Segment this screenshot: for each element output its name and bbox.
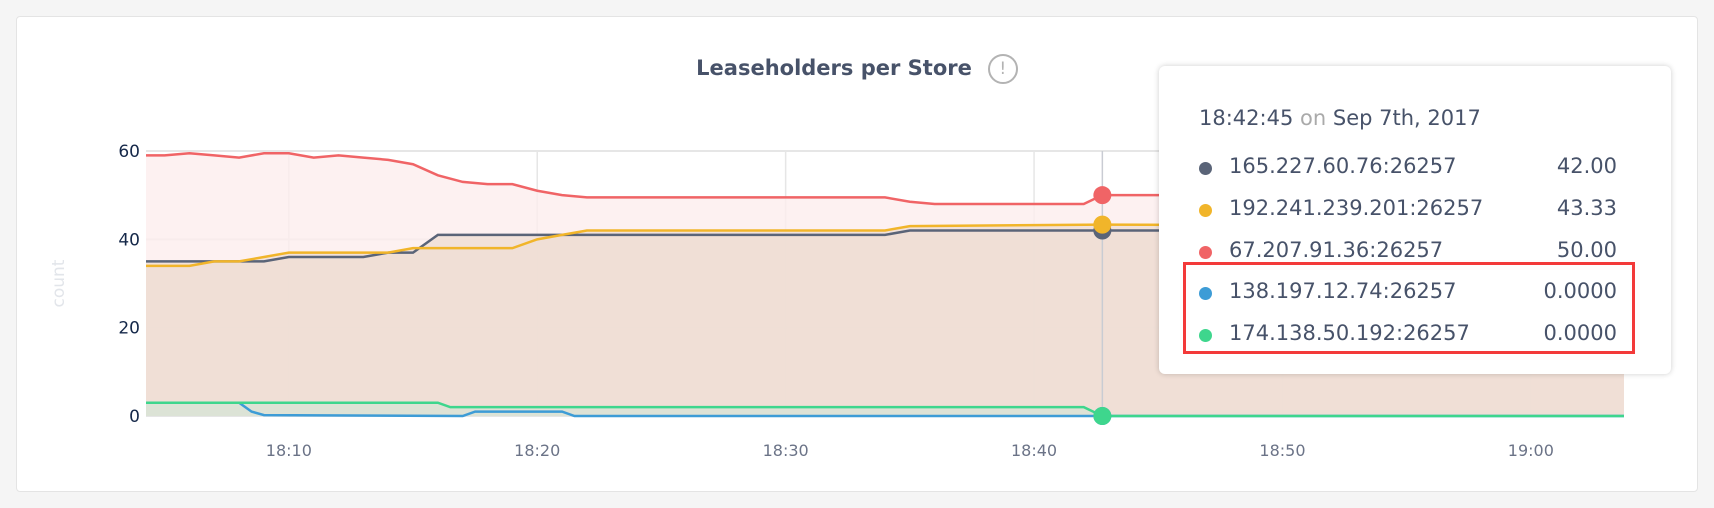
tooltip-series-name: 174.138.50.192:26257	[1229, 321, 1470, 345]
highlight-box	[1183, 262, 1635, 354]
tooltip-on: on	[1300, 106, 1327, 130]
tooltip-row: 138.197.12.74:26257 0.0000	[1199, 279, 1617, 309]
y-axis-label: count	[49, 259, 69, 307]
series-line	[146, 229, 1624, 263]
series-line	[146, 401, 1624, 418]
hover-point-marker	[1093, 407, 1112, 425]
x-tick-label: 18:30	[763, 441, 809, 460]
series-dot-icon	[1199, 329, 1212, 342]
series-line	[146, 151, 1624, 206]
series-dot-icon	[1199, 162, 1212, 175]
tooltip-series-value: 0.0000	[1543, 279, 1617, 303]
tooltip-row: 192.241.239.201:26257 43.33	[1199, 196, 1617, 226]
tooltip-row: 174.138.50.192:26257 0.0000	[1199, 321, 1617, 351]
series-dot-icon	[1199, 246, 1212, 259]
x-tick-label: 18:40	[1011, 441, 1057, 460]
tooltip-series-name: 165.227.60.76:26257	[1229, 154, 1457, 178]
y-tick-label: 20	[118, 319, 140, 339]
tooltip-series-name: 138.197.12.74:26257	[1229, 279, 1457, 303]
tooltip-time: 18:42:45	[1199, 106, 1294, 130]
tooltip-timestamp: 18:42:45 on Sep 7th, 2017	[1199, 106, 1481, 130]
series-dot-icon	[1199, 204, 1212, 217]
tooltip-series-value: 42.00	[1556, 154, 1617, 178]
hover-point-marker	[1093, 215, 1112, 234]
y-tick-label: 60	[118, 142, 140, 162]
series-line	[146, 401, 1624, 418]
tooltip-series-value: 0.0000	[1543, 321, 1617, 345]
hover-point-marker	[1093, 186, 1112, 205]
tooltip-series-value: 43.33	[1556, 196, 1617, 220]
x-tick-label: 18:10	[266, 441, 312, 460]
tooltip-series-name: 67.207.91.36:26257	[1229, 238, 1444, 262]
series-dot-icon	[1199, 287, 1212, 300]
tooltip-row: 165.227.60.76:26257 42.00	[1199, 154, 1617, 184]
tooltip-date: Sep 7th, 2017	[1332, 106, 1481, 130]
tooltip-row: 67.207.91.36:26257 50.00	[1199, 238, 1617, 268]
tooltip-series-name: 192.241.239.201:26257	[1229, 196, 1484, 220]
y-tick-label: 40	[118, 230, 140, 250]
tooltip: 18:42:45 on Sep 7th, 2017 165.227.60.76:…	[1159, 66, 1671, 374]
info-icon[interactable]: !	[987, 54, 1018, 84]
tooltip-series-value: 50.00	[1556, 238, 1617, 262]
y-tick-label: 0	[129, 407, 140, 427]
x-tick-label: 18:50	[1259, 441, 1305, 460]
x-tick-label: 19:00	[1508, 441, 1554, 460]
series-line	[146, 223, 1625, 268]
chart-title-wrap: Leaseholders per Store!	[0, 54, 1714, 84]
x-tick-label: 18:20	[514, 441, 560, 460]
chart-title: Leaseholders per Store	[696, 56, 972, 80]
